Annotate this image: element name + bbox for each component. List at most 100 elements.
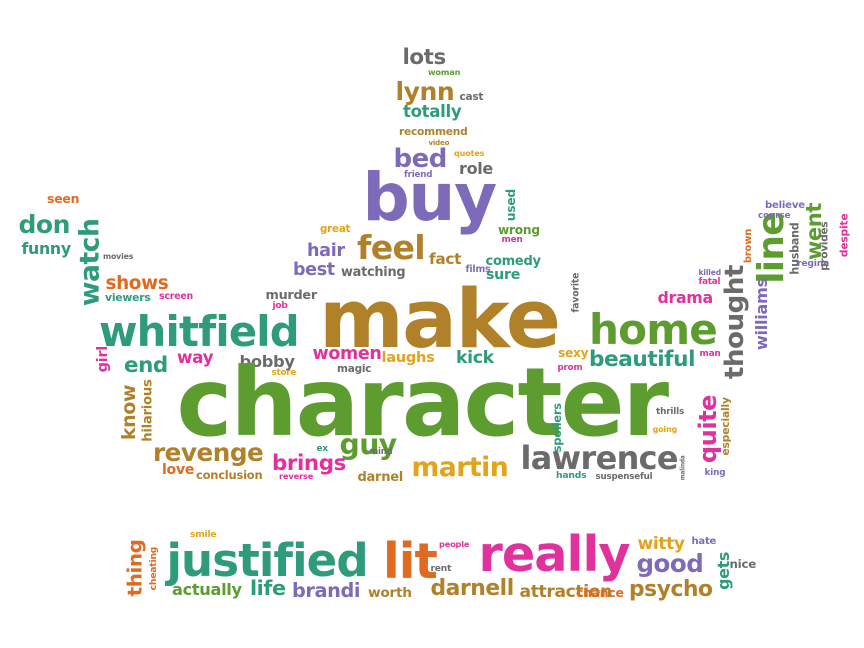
- word-lynn: lynn: [395, 76, 455, 106]
- word-prom: prom: [557, 363, 583, 373]
- word-kick: kick: [456, 347, 494, 368]
- word-wrong: wrong: [498, 222, 540, 237]
- word-magic: magic: [337, 362, 372, 375]
- word-really: really: [478, 524, 631, 583]
- word-fact: fact: [429, 249, 462, 268]
- word-brown: brown: [743, 228, 755, 264]
- word-know: know: [117, 384, 140, 440]
- word-going: going: [652, 425, 678, 434]
- word-bobby: bobby: [239, 351, 295, 371]
- word-woman: woman: [428, 66, 461, 77]
- word-hands: hands: [556, 470, 587, 481]
- word-fatal: fatal: [698, 276, 721, 287]
- word-buy: buy: [362, 159, 498, 236]
- word-despite: despite: [836, 213, 850, 257]
- word-thing: thing: [123, 539, 146, 597]
- word-love: love: [162, 462, 195, 478]
- word-regina: regina: [797, 257, 830, 269]
- word-funny: funny: [21, 238, 72, 258]
- word-life: life: [250, 576, 286, 600]
- word-suspenseful: suspenseful: [595, 471, 653, 482]
- word-sexy: sexy: [558, 346, 589, 360]
- word-role: role: [459, 159, 493, 178]
- word-ex: ex: [316, 443, 329, 454]
- word-nice: nice: [729, 557, 757, 571]
- word-attraction: attraction: [519, 581, 613, 602]
- word-lawrence: lawrence: [520, 439, 679, 477]
- word-recommend: recommend: [399, 126, 468, 138]
- word-make: make: [319, 271, 561, 367]
- word-hate: hate: [691, 536, 717, 547]
- word-guy: guy: [339, 428, 398, 461]
- word-best: best: [293, 260, 335, 280]
- word-martin: martin: [411, 451, 509, 483]
- word-totally: totally: [403, 101, 462, 121]
- word-williams: williams: [751, 278, 771, 351]
- word-killed: killed: [698, 267, 722, 277]
- word-witty: witty: [637, 533, 686, 554]
- word-lots: lots: [402, 44, 447, 70]
- word-conclusion: conclusion: [196, 468, 263, 482]
- word-lit: lit: [383, 532, 438, 590]
- word-quite: quite: [694, 394, 723, 464]
- word-line: line: [750, 212, 792, 284]
- word-rent: rent: [430, 563, 452, 574]
- word-bed: bed: [393, 144, 448, 174]
- word-especially: especially: [718, 396, 732, 456]
- word-video: video: [428, 139, 450, 147]
- word-brings: brings: [272, 450, 346, 476]
- word-laughs: laughs: [381, 349, 435, 366]
- word-course: course: [758, 210, 791, 221]
- word-home: home: [589, 305, 718, 354]
- word-comedy: comedy: [485, 253, 541, 269]
- word-provides: provides: [817, 221, 830, 271]
- word-job: job: [272, 301, 288, 311]
- word-thought: thought: [719, 265, 750, 380]
- word-don: don: [18, 209, 71, 239]
- word-murder: murder: [265, 288, 318, 303]
- word-cast: cast: [459, 90, 484, 103]
- word-brandi: brandi: [292, 578, 361, 602]
- word-cheating: cheating: [148, 546, 160, 590]
- word-sure: sure: [486, 267, 521, 283]
- word-justified: justified: [166, 533, 369, 587]
- word-hair: hair: [307, 241, 345, 261]
- word-used: used: [503, 189, 518, 222]
- word-men: men: [501, 235, 523, 245]
- word-viewers: viewers: [105, 290, 151, 304]
- word-favorite: favorite: [569, 272, 581, 313]
- word-quotes: quotes: [454, 148, 485, 158]
- word-worth: worth: [368, 584, 412, 601]
- word-reverse: reverse: [279, 470, 314, 481]
- word-darnell: darnell: [430, 575, 515, 601]
- word-chance: chance: [576, 585, 624, 600]
- word-thrills: thrills: [656, 406, 685, 417]
- word-character: character: [176, 349, 670, 458]
- word-store: store: [271, 367, 297, 378]
- word-shows: shows: [105, 273, 169, 294]
- word-watch: watch: [74, 218, 106, 306]
- word-psycho: psycho: [629, 576, 713, 602]
- word-man: man: [699, 348, 721, 359]
- word-mind: mind: [369, 446, 393, 456]
- word-people: people: [439, 539, 470, 549]
- word-end: end: [124, 353, 168, 378]
- word-seen: seen: [47, 191, 80, 206]
- word-believe: believe: [765, 200, 805, 211]
- word-good: good: [636, 548, 704, 578]
- word-drama: drama: [657, 287, 714, 307]
- word-movies: movies: [103, 252, 134, 261]
- word-films: films: [465, 263, 491, 275]
- word-king: king: [704, 467, 726, 478]
- word-smile: smile: [190, 530, 217, 540]
- word-whitfield: whitfield: [99, 307, 300, 356]
- word-great: great: [320, 223, 351, 235]
- word-beautiful: beautiful: [589, 347, 696, 372]
- word-actually: actually: [172, 579, 242, 599]
- word-girl: girl: [94, 345, 111, 372]
- word-revenge: revenge: [153, 437, 264, 467]
- word-friend: friend: [404, 169, 433, 180]
- word-way: way: [177, 346, 214, 367]
- word-screen: screen: [159, 290, 194, 302]
